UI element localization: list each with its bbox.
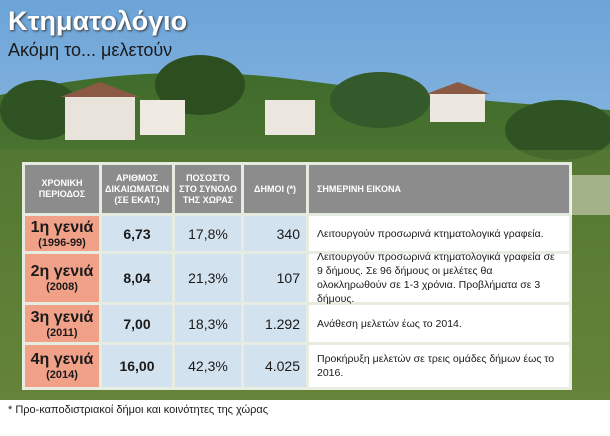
years: (2011) [46,326,78,339]
column-header: ΣΗΜΕΡΙΝΗ ΕΙΚΟΝΑ [309,165,569,213]
years: (1996-99) [38,236,86,249]
generation: 1η γενιά [30,218,94,236]
status-cell: Προκήρυξη μελετών σε τρεις ομάδες δήμων … [309,345,569,387]
years: (2008) [46,281,78,293]
municipalities-cell: 340 [244,216,306,251]
status-cell: Ανάθεση μελετών έως το 2014. [309,305,569,342]
subtitle: Ακόμη το... μελετούν [8,40,173,60]
generation: 3η γενιά [30,308,94,326]
table: ΧΡΟΝΙΚΗ ΠΕΡΙΟΔΟΣ ΑΡΙΘΜΟΣ ΔΙΚΑΙΩΜΑΤΩΝ (ΣΕ… [22,162,572,390]
rights-cell: 16,00 [102,345,172,387]
column-header: ΑΡΙΘΜΟΣ ΔΙΚΑΙΩΜΑΤΩΝ (ΣΕ ΕΚΑΤ.) [102,165,172,213]
municipalities-cell: 107 [244,254,306,302]
column-header: ΠΟΣΟΣΤΟ ΣΤΟ ΣΥΝΟΛΟ ΤΗΣ ΧΩΡΑΣ [175,165,241,213]
municipalities-cell: 4.025 [244,345,306,387]
rights-cell: 6,73 [102,216,172,251]
years: (2014) [46,369,78,381]
footnote: * Προ-καποδιστριακοί δήμοι και κοινότητε… [8,404,269,416]
percent-cell: 42,3% [175,345,241,387]
municipalities-cell: 1.292 [244,305,306,342]
period-cell: 2η γενιά (2008) [25,254,99,302]
column-header: ΧΡΟΝΙΚΗ ΠΕΡΙΟΔΟΣ [25,165,99,213]
percent-cell: 18,3% [175,305,241,342]
period-cell: 3η γενιά (2011) [25,305,99,342]
status-cell: Λειτουργούν προσωρινά κτηματολογικά γραφ… [309,251,569,305]
rights-cell: 8,04 [102,254,172,302]
percent-cell: 21,3% [175,254,241,302]
percent-cell: 17,8% [175,216,241,251]
generation: 2η γενιά [30,263,94,280]
period-cell: 1η γενιά (1996-99) [25,216,99,251]
generation: 4η γενιά [30,351,94,368]
title: Κτηματολόγιο [8,6,188,36]
rights-cell: 7,00 [102,305,172,342]
column-header: ΔΗΜΟΙ (*) [244,165,306,213]
period-cell: 4η γενιά (2014) [25,345,99,387]
status-cell: Λειτουργούν προσωρινά κτηματολογικά γραφ… [309,216,569,251]
